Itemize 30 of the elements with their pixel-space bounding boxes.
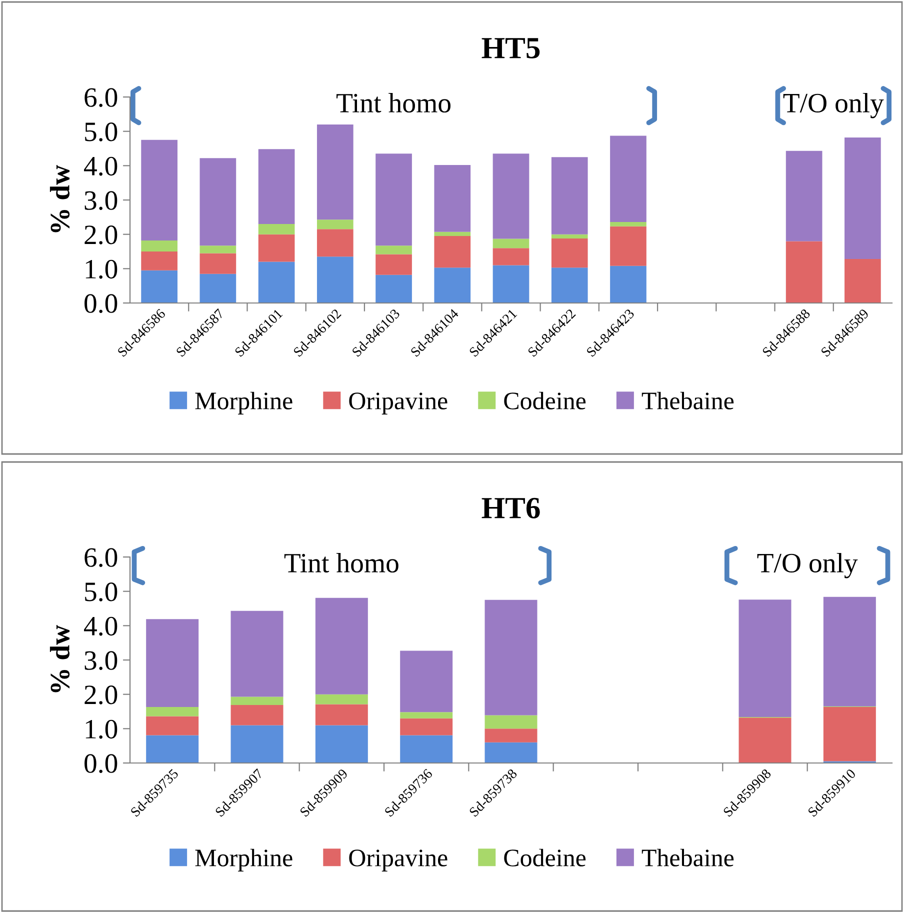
y-tick-label: 6.0: [84, 548, 118, 568]
legend-label: Oripavine: [349, 392, 448, 414]
annotation: T/O only: [757, 552, 858, 578]
annotation: T/O only: [783, 92, 884, 118]
y-axis-title: % dw: [50, 165, 70, 232]
chart-title: HT6: [482, 498, 540, 518]
y-tick-label: 4.0: [84, 616, 118, 636]
y-tick-label: 2.0: [84, 226, 118, 244]
y-tick-label: 2.0: [84, 686, 118, 704]
legend-label: Thebaine: [642, 848, 734, 866]
legend-label: Codeine: [504, 848, 586, 866]
legend-label: Morphine: [195, 392, 292, 414]
y-tick-label: 0.0: [84, 754, 118, 774]
y-tick-label: 5.0: [85, 582, 118, 602]
y-tick-label: 3.0: [84, 191, 118, 210]
y-axis-title: % dw: [50, 625, 70, 692]
annotation: Tint homo: [284, 552, 398, 573]
legend-label: Thebaine: [642, 392, 734, 410]
annotation: Tint homo: [336, 92, 450, 113]
legend-label: Codeine: [504, 392, 586, 410]
y-tick-label: 0.0: [84, 294, 118, 314]
y-tick-label: 1.0: [86, 260, 118, 279]
legend-label: Oripavine: [349, 850, 448, 872]
y-tick-label: 4.0: [84, 156, 118, 176]
y-tick-label: 1.0: [86, 720, 118, 739]
y-tick-label: 3.0: [84, 651, 118, 670]
y-tick-label: 6.0: [84, 88, 118, 108]
legend-label: Morphine: [195, 848, 292, 872]
y-tick-label: 5.0: [85, 122, 118, 142]
chart-title: HT5: [482, 38, 540, 58]
